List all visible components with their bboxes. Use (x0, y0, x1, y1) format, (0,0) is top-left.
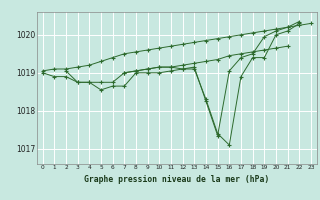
X-axis label: Graphe pression niveau de la mer (hPa): Graphe pression niveau de la mer (hPa) (84, 175, 269, 184)
